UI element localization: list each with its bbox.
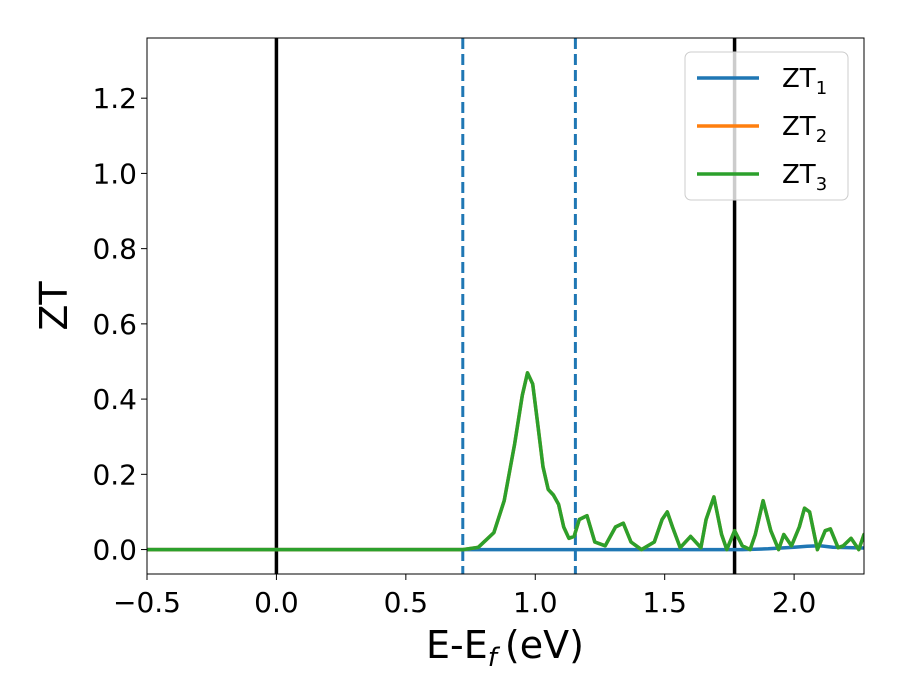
y-tick-label: 1.2 [92, 82, 137, 115]
x-tick-label: 0.5 [384, 586, 429, 619]
x-axis-ticks: −0.5 0.0 0.5 1.0 1.5 2.0 [113, 574, 816, 619]
plot-frame [146, 37, 865, 575]
x-tick-label: 1.5 [642, 586, 687, 619]
legend-label-2: ZT2 [782, 112, 827, 147]
x-axis-title-unit: (eV) [505, 623, 584, 667]
x-tick-label: 1.0 [513, 586, 558, 619]
series-lines [147, 371, 864, 552]
y-axis-title: ZT [32, 281, 76, 331]
x-tick-label: 2.0 [772, 586, 817, 619]
y-axis-ticks: 0.0 0.2 0.4 0.6 0.8 1.0 1.2 [92, 82, 147, 567]
series-line-3 [147, 371, 864, 552]
x-tick-label: 0.0 [254, 586, 299, 619]
legend-label-3: ZT3 [782, 160, 827, 195]
x-axis-title: E-Ef (eV) [426, 623, 584, 673]
legend-box [684, 51, 849, 201]
x-tick-label: −0.5 [113, 586, 181, 619]
legend: ZT1 ZT2 ZT3 [684, 51, 849, 201]
y-tick-label: 0.4 [92, 383, 137, 416]
y-tick-label: 0.2 [92, 458, 137, 491]
y-tick-label: 0.6 [92, 308, 137, 341]
legend-label-1: ZT1 [782, 64, 827, 99]
y-tick-label: 1.0 [92, 157, 137, 190]
y-tick-label: 0.8 [92, 233, 137, 266]
y-tick-label: 0.0 [92, 534, 137, 567]
x-axis-title-main: E-E [426, 623, 488, 667]
